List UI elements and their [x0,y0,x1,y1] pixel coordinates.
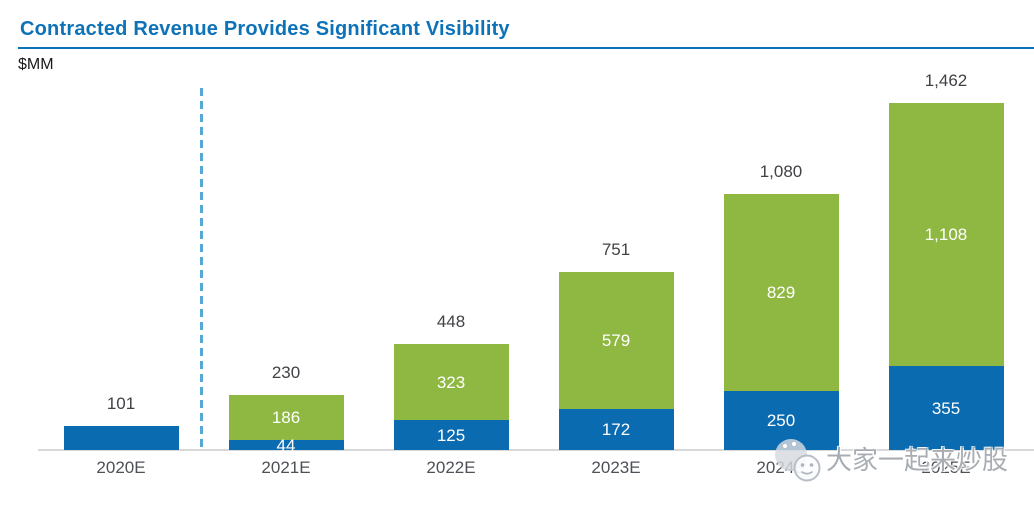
segment-value-label: 186 [271,408,301,427]
bar-2023E: 579 172 [558,272,674,450]
x-axis-label-2020E: 2020E [96,458,146,477]
bar-2020E [63,426,179,450]
total-label-2025E: 1,462 [924,71,968,90]
page-title: Contracted Revenue Provides Significant … [20,18,510,40]
segment-value-label: 355 [931,398,961,418]
bar-segment-incremental-green-2023E: 579 [558,272,674,409]
segment-value-label: 125 [436,425,466,445]
total-label-2022E: 448 [436,312,466,331]
x-axis-label-2022E: 2022E [426,458,476,477]
bar-segment-incremental-green-2024E: 829 [723,194,839,391]
bar-segment-incremental-green-2021E: 186 [228,395,344,440]
x-axis-label-2021E: 2021E [261,458,311,477]
unit-label: $MM [18,56,54,73]
segment-value-label: 172 [601,420,631,439]
bar-segment-contracted-blue-2022E: 125 [393,420,509,450]
bar-2025E: 1,108 355 [888,103,1004,450]
total-label-2021E: 230 [271,363,301,382]
segment-value-label: 579 [601,331,631,350]
bar-2021E: 186 44 [228,395,344,454]
total-label-2023E: 751 [601,240,631,259]
segment-value-label: 323 [436,372,466,392]
bar-2022E: 323 125 [393,344,509,450]
bar-segment-incremental-green-2022E: 323 [393,344,509,420]
bar-segment-incremental-green-2025E: 1,108 [888,103,1004,366]
bar-segment-contracted-blue-2023E: 172 [558,409,674,450]
x-axis-label-2023E: 2023E [591,458,641,477]
bar-segment-contracted-blue-2021E: 44 [228,437,344,454]
watermark-text: 大家一起来炒股 [826,445,1009,475]
segment-value-label: 829 [766,283,796,302]
bar-segment-contracted-blue-2024E: 250 [723,391,839,450]
total-label-2020E: 101 [106,394,136,413]
segment-value-label: 250 [766,411,796,430]
actual-vs-estimate-divider-line [200,88,203,450]
bar-2024E: 829 250 [723,194,839,450]
segment-value-label: 1,108 [924,225,968,244]
segment-value-label: 44 [276,435,296,455]
title-underline [18,47,1034,49]
total-label-2024E: 1,080 [759,162,803,181]
x-axis-baseline [38,449,1034,451]
bar-segment-contracted-blue-2025E: 355 [888,366,1004,450]
bar-segment-contracted-blue-2020E [63,426,179,450]
x-axis-label-2025E: 2025E [921,458,971,477]
